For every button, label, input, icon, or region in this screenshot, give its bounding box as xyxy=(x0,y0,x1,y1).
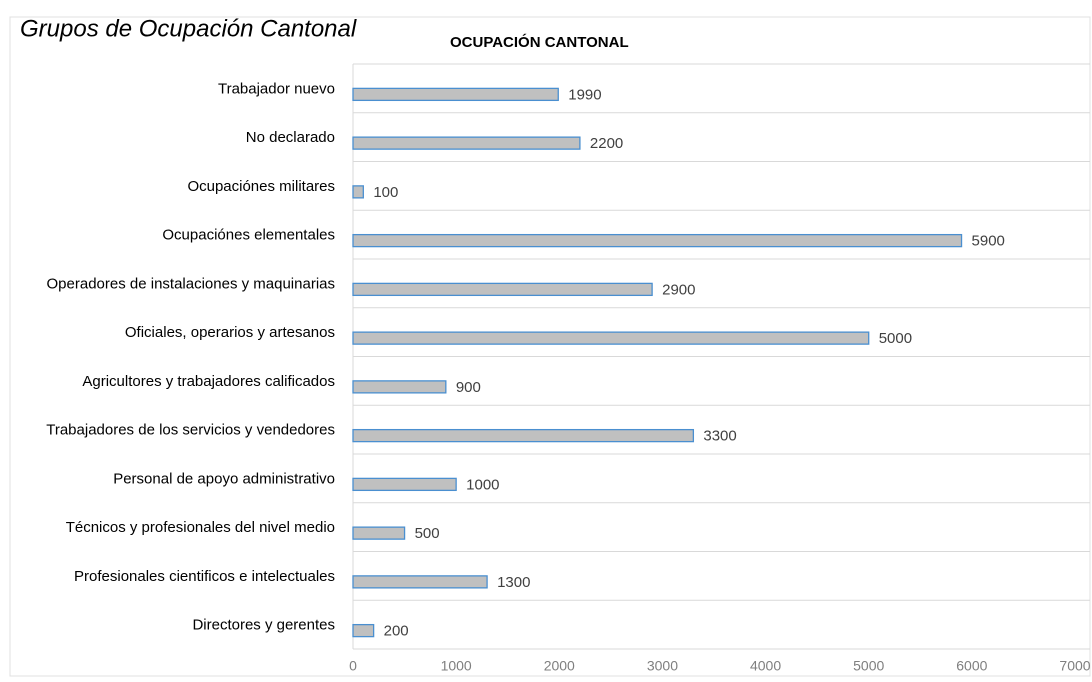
y-tick-label: No declarado xyxy=(246,129,335,146)
data-label: 1990 xyxy=(568,86,601,103)
chart-title: OCUPACIÓN CANTONAL xyxy=(450,33,629,51)
y-tick-label: Personal de apoyo administrativo xyxy=(113,470,335,487)
data-label: 2900 xyxy=(662,281,695,298)
y-tick-label: Directores y gerentes xyxy=(192,617,335,634)
bar xyxy=(352,136,581,150)
x-tick-label: 6000 xyxy=(956,658,987,674)
data-label: 1000 xyxy=(466,476,499,493)
data-label: 100 xyxy=(373,184,398,201)
y-tick-label: Ocupaciónes elementales xyxy=(162,227,335,244)
bar xyxy=(352,380,447,394)
y-tick-label: Técnicos y profesionales del nivel medio xyxy=(66,519,335,536)
y-tick-label: Profesionales cientificos e intelectuale… xyxy=(74,568,335,585)
bar xyxy=(352,428,695,443)
x-tick-label: 5000 xyxy=(853,658,884,674)
y-tick-label: Ocupaciónes militares xyxy=(187,178,335,195)
bar xyxy=(352,526,406,540)
bar xyxy=(352,87,559,102)
x-tick-label: 1000 xyxy=(441,658,472,674)
data-label: 1300 xyxy=(497,574,530,591)
y-tick-label: Oficiales, operarios y artesanos xyxy=(125,324,335,341)
x-tick-label: 4000 xyxy=(750,658,781,674)
data-label: 5000 xyxy=(879,330,912,347)
bar xyxy=(352,185,364,199)
x-tick-label: 2000 xyxy=(544,658,575,674)
y-tick-label: Agricultores y trabajadores calificados xyxy=(82,373,335,390)
y-tick-label: Trabajador nuevo xyxy=(218,80,335,97)
x-tick-label: 0 xyxy=(349,658,357,674)
bar xyxy=(352,575,488,589)
y-tick-label: Trabajadores de los servicios y vendedor… xyxy=(46,422,335,439)
data-label: 900 xyxy=(456,379,481,396)
data-label: 500 xyxy=(415,525,440,542)
x-tick-label: 3000 xyxy=(647,658,678,674)
x-tick-label: 7000 xyxy=(1059,658,1090,674)
page-title: Grupos de Ocupación Cantonal xyxy=(20,15,357,42)
bar xyxy=(352,282,653,297)
data-label: 200 xyxy=(384,623,409,640)
bar xyxy=(352,623,375,638)
y-tick-label: Operadores de instalaciones y maquinaria… xyxy=(47,275,336,292)
data-label: 2200 xyxy=(590,135,623,152)
bar xyxy=(352,233,963,248)
data-label: 5900 xyxy=(972,233,1005,250)
bar xyxy=(352,477,457,492)
data-label: 3300 xyxy=(703,428,736,445)
bar xyxy=(352,331,870,345)
chart-frame xyxy=(9,16,1091,677)
